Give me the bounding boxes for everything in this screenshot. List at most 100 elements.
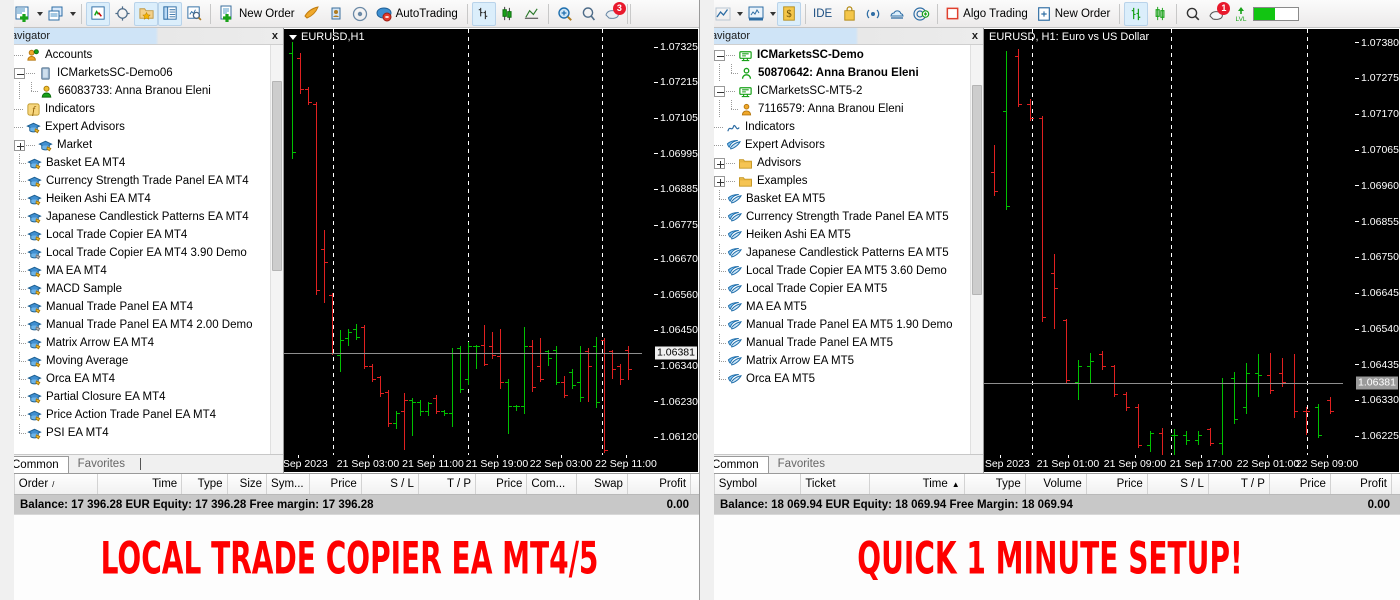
- column-header[interactable]: Price: [1268, 474, 1330, 494]
- column-header[interactable]: Price: [475, 474, 526, 494]
- column-header[interactable]: Type: [963, 474, 1025, 494]
- tree-item[interactable]: MA EA MT4: [0, 262, 283, 280]
- chart-plot-area[interactable]: [984, 29, 1343, 472]
- autotrading-button[interactable]: AutoTrading: [372, 2, 463, 26]
- metaeditor-button[interactable]: [300, 2, 324, 26]
- column-header[interactable]: Symbol: [713, 474, 801, 494]
- chart-menu-caret-icon[interactable]: [289, 34, 297, 40]
- tree-item[interactable]: Local Trade Copier EA MT5: [700, 280, 983, 298]
- tree-item[interactable]: Orca EA MT4: [0, 370, 283, 388]
- tree-item[interactable]: Expert Advisors: [0, 118, 283, 136]
- indicators-button[interactable]: [744, 2, 768, 26]
- tree-item[interactable]: Manual Trade Panel EA MT4: [0, 298, 283, 316]
- metaeditor-button[interactable]: IDE: [810, 2, 837, 26]
- tree-item[interactable]: Partial Closure EA MT4: [0, 388, 283, 406]
- tree-item[interactable]: 50870642: Anna Branou Eleni: [700, 64, 983, 82]
- strategy-tester-button[interactable]: [182, 2, 206, 26]
- column-header[interactable]: T / P: [1207, 474, 1269, 494]
- bar-chart-button[interactable]: [1124, 1, 1149, 26]
- tree-item[interactable]: Examples: [700, 172, 983, 190]
- mt4-navigator-scroll-thumb[interactable]: [272, 81, 282, 271]
- new-order-button[interactable]: New Order: [215, 2, 300, 26]
- expert-advisors-button[interactable]: [324, 2, 348, 26]
- candlestick-chart-button[interactable]: [496, 2, 520, 26]
- data-window-button[interactable]: [110, 2, 134, 26]
- mt4-tab-favorites[interactable]: Favorites: [68, 455, 134, 473]
- tree-item[interactable]: Local Trade Copier EA MT5 3.60 Demo: [700, 262, 983, 280]
- tree-item[interactable]: Matrix Arrow EA MT4: [0, 334, 283, 352]
- tree-item[interactable]: MACD Sample: [0, 280, 283, 298]
- tree-expander-plus[interactable]: [714, 157, 725, 169]
- terminal-button[interactable]: [158, 1, 182, 26]
- tree-item[interactable]: PSI EA MT4: [0, 424, 283, 442]
- mt5-navigator-scrollbar[interactable]: [970, 45, 983, 454]
- price-scale[interactable]: 1.07325 1.07215 1.07105 1.06995 1.06885 1.067…: [642, 29, 698, 455]
- column-header[interactable]: Volume: [1024, 474, 1086, 494]
- column-header[interactable]: Swap: [575, 474, 627, 494]
- indicators-caret-icon[interactable]: [768, 12, 777, 16]
- vps-button[interactable]: [885, 2, 909, 26]
- tree-item[interactable]: Local Trade Copier EA MT4 3.90 Demo: [0, 244, 283, 262]
- tree-item[interactable]: Price Action Trade Panel EA MT4: [0, 406, 283, 424]
- mt5-navigator-tree[interactable]: ICMarketsSC-Demo 50870642: Anna Branou El…: [700, 45, 983, 454]
- tree-item[interactable]: MA EA MT5: [700, 298, 983, 316]
- mt4-navigator-close-icon[interactable]: x: [271, 30, 278, 42]
- tree-item[interactable]: Advisors: [700, 154, 983, 172]
- new-order-button[interactable]: New Order: [1033, 2, 1116, 26]
- tree-item[interactable]: Accounts: [0, 46, 283, 64]
- signals-button[interactable]: [348, 2, 372, 26]
- tree-item[interactable]: Basket EA MT4: [0, 154, 283, 172]
- line-chart-button[interactable]: [520, 2, 544, 26]
- level-button[interactable]: LVL: [1229, 2, 1253, 26]
- column-header[interactable]: Size: [226, 474, 266, 494]
- algo-trading-button[interactable]: Algo Trading: [942, 2, 1033, 26]
- tree-expander-minus[interactable]: [714, 85, 725, 97]
- mt5-chart[interactable]: EURUSD, H1: Euro vs US Dollar 1.07380 1.0…: [984, 28, 1400, 473]
- mt4-navigator-tree[interactable]: Accounts ICMarketsSC-Demo06 66083733: Anna…: [0, 45, 283, 454]
- tree-item[interactable]: Heiken Ashi EA MT5: [700, 226, 983, 244]
- column-header[interactable]: Type: [181, 474, 226, 494]
- column-header[interactable]: Price: [1085, 474, 1147, 494]
- chart-type-caret-icon[interactable]: [735, 12, 744, 16]
- column-header[interactable]: T / P: [417, 474, 475, 494]
- candlestick-chart-button[interactable]: [1148, 2, 1172, 26]
- tree-item[interactable]: Orca EA MT5: [700, 370, 983, 388]
- column-header[interactable]: Time ▲: [869, 474, 963, 494]
- search-button[interactable]: [1181, 2, 1205, 26]
- column-header[interactable]: S / L: [360, 474, 418, 494]
- mt4-chart[interactable]: EURUSD,H1 1.07325 1.07215 1.07105 1.06995 1.…: [284, 28, 699, 473]
- tree-item[interactable]: Currency Strength Trade Panel EA MT5: [700, 208, 983, 226]
- tree-item[interactable]: Japanese Candlestick Patterns EA MT4: [0, 208, 283, 226]
- zoom-out-button[interactable]: [577, 2, 601, 26]
- column-header[interactable]: Ticket: [800, 474, 869, 494]
- connection-bar-icon[interactable]: [1253, 6, 1300, 21]
- market-watch-button[interactable]: [86, 1, 110, 26]
- tree-item[interactable]: f Indicators: [0, 100, 283, 118]
- column-header[interactable]: Profit: [1329, 474, 1391, 494]
- tree-item[interactable]: ICMarketsSC-MT5-2: [700, 82, 983, 100]
- tree-expander-minus[interactable]: [714, 49, 725, 61]
- mt5-navigator-scroll-thumb[interactable]: [972, 85, 982, 295]
- mt5-balance-row[interactable]: · Balance: 18 069.94 EUR Equity: 18 069.…: [700, 495, 1400, 514]
- tree-item[interactable]: ICMarketsSC-Demo06: [0, 64, 283, 82]
- tree-expander-minus[interactable]: [14, 67, 25, 79]
- bar-chart-button[interactable]: [471, 1, 496, 26]
- tree-item[interactable]: ICMarketsSC-Demo: [700, 46, 983, 64]
- mail-button[interactable]: 3: [601, 1, 626, 26]
- tree-item[interactable]: Manual Trade Panel EA MT4 2.00 Demo: [0, 316, 283, 334]
- price-scale[interactable]: 1.07380 1.07275 1.07170 1.07065 1.06960 1.068…: [1343, 29, 1399, 455]
- column-header[interactable]: Com...: [526, 474, 575, 494]
- chart-type-button[interactable]: [711, 2, 735, 26]
- column-header[interactable]: S / L: [1146, 474, 1208, 494]
- zoom-in-button[interactable]: [553, 2, 577, 26]
- tree-item[interactable]: Manual Trade Panel EA MT5: [700, 334, 983, 352]
- market-button[interactable]: [837, 2, 861, 26]
- column-header[interactable]: Time: [96, 474, 182, 494]
- column-header[interactable]: Profit: [626, 474, 690, 494]
- profiles-caret-icon[interactable]: [68, 12, 77, 16]
- mt4-navigator-scrollbar[interactable]: [270, 45, 283, 454]
- virtual-hosting-button[interactable]: [909, 2, 933, 26]
- mt5-tab-favorites[interactable]: Favorites: [768, 455, 834, 473]
